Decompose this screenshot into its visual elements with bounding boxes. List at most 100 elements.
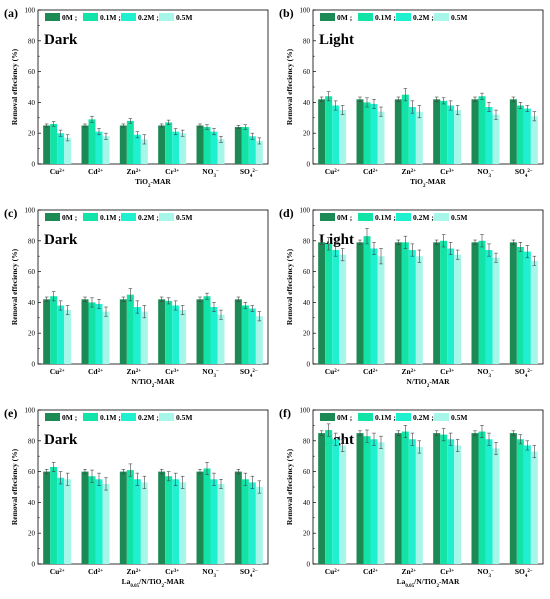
- bar: [133, 134, 141, 164]
- bar: [492, 114, 500, 164]
- bar: [356, 242, 364, 364]
- bar: [81, 471, 89, 564]
- panel-letter: (b): [279, 6, 294, 20]
- bar: [57, 305, 65, 364]
- chart-panel-3: (c) 0 20 40 60 80 100 Removal effeciency (%) 0M …: [4, 206, 269, 389]
- bar: [478, 431, 486, 564]
- bar: [325, 430, 333, 564]
- legend-swatch: [121, 413, 136, 421]
- y-tick-label: 40: [28, 299, 36, 307]
- bar: [158, 125, 166, 164]
- y-tick-label: 80: [303, 237, 311, 245]
- bar: [133, 307, 141, 364]
- bar: [248, 136, 256, 164]
- bar: [363, 236, 371, 364]
- legend-swatch: [45, 413, 60, 421]
- y-tick-label: 80: [303, 437, 311, 445]
- bar: [516, 439, 524, 564]
- bar: [471, 242, 479, 364]
- category-label: Cd2+: [363, 167, 378, 176]
- bar: [339, 445, 347, 564]
- bar: [440, 434, 448, 564]
- bar: [102, 311, 110, 364]
- legend-swatch: [320, 213, 335, 221]
- bar: [394, 242, 402, 364]
- bar: [140, 139, 148, 164]
- bar: [394, 99, 402, 164]
- bar: [158, 299, 166, 364]
- category-label: Cr3+: [440, 567, 454, 576]
- bar: [126, 294, 134, 364]
- bar: [370, 103, 378, 164]
- category-label: NO3−: [202, 167, 219, 179]
- bar: [433, 242, 441, 364]
- legend-swatch: [121, 213, 136, 221]
- bar: [50, 296, 58, 364]
- category-label: Cu2+: [325, 567, 340, 576]
- bar: [332, 439, 340, 564]
- category-label: Cd2+: [88, 567, 103, 576]
- category-label: Zn2+: [402, 567, 417, 576]
- legend-label: 0M ;: [62, 213, 77, 222]
- bar: [179, 133, 187, 164]
- legend-label: 0.2M ;: [413, 13, 434, 22]
- legend-swatch: [396, 413, 411, 421]
- legend-label: 0.1M ;: [375, 13, 396, 22]
- bar: [471, 433, 479, 564]
- bar: [492, 448, 500, 564]
- category-label: NO3−: [477, 367, 494, 379]
- bar: [57, 133, 65, 164]
- y-tick-label: 60: [303, 68, 311, 76]
- legend-swatch: [159, 213, 174, 221]
- category-label: Zn2+: [402, 367, 417, 376]
- legend-swatch: [45, 213, 60, 221]
- bar: [248, 308, 256, 364]
- legend-label: 0.2M ;: [413, 413, 434, 422]
- legend-label: 0M ;: [62, 13, 77, 22]
- bar: [133, 479, 141, 564]
- bar: [454, 254, 462, 364]
- legend-label: 0M ;: [62, 413, 77, 422]
- bar: [318, 242, 326, 364]
- bar: [217, 139, 225, 164]
- legend-swatch: [396, 213, 411, 221]
- chart-panel-4: (d) 0 20 40 60 80 100 Removal effeciency (%) 0M …: [279, 206, 544, 389]
- bar: [241, 127, 249, 164]
- bar: [318, 99, 326, 164]
- bar: [401, 242, 409, 364]
- bar: [158, 471, 166, 564]
- bar: [255, 316, 263, 364]
- bar: [530, 116, 538, 164]
- legend-label: 0.1M ;: [100, 213, 121, 222]
- bar: [485, 439, 493, 564]
- bar: [530, 451, 538, 564]
- legend-label: 0.2M ;: [138, 213, 159, 222]
- bar: [119, 299, 127, 364]
- y-tick-label: 80: [28, 237, 36, 245]
- legend-swatch: [434, 213, 449, 221]
- bar: [440, 100, 448, 164]
- bar: [179, 482, 187, 564]
- legend-swatch: [83, 413, 98, 421]
- category-label: Cu2+: [50, 567, 65, 576]
- y-tick-label: 60: [28, 68, 36, 76]
- bar: [165, 122, 173, 164]
- bar: [217, 483, 225, 564]
- bar: [415, 446, 423, 564]
- bar: [140, 311, 148, 364]
- category-label: Cr3+: [165, 167, 179, 176]
- category-label: Zn2+: [127, 367, 142, 376]
- category-label: Zn2+: [127, 167, 142, 176]
- category-label: Cr3+: [165, 367, 179, 376]
- category-label: SO42−: [515, 367, 533, 379]
- legend-swatch: [434, 13, 449, 21]
- y-axis-label: Removal effeciency (%): [285, 448, 294, 525]
- y-tick-label: 20: [303, 530, 311, 538]
- bar: [492, 257, 500, 364]
- y-tick-label: 20: [28, 330, 36, 338]
- legend-label: 0.1M ;: [100, 413, 121, 422]
- y-axis-label: Removal effeciency (%): [10, 48, 19, 125]
- category-label: Cd2+: [88, 167, 103, 176]
- category-label: Cu2+: [50, 367, 65, 376]
- bar: [119, 471, 127, 564]
